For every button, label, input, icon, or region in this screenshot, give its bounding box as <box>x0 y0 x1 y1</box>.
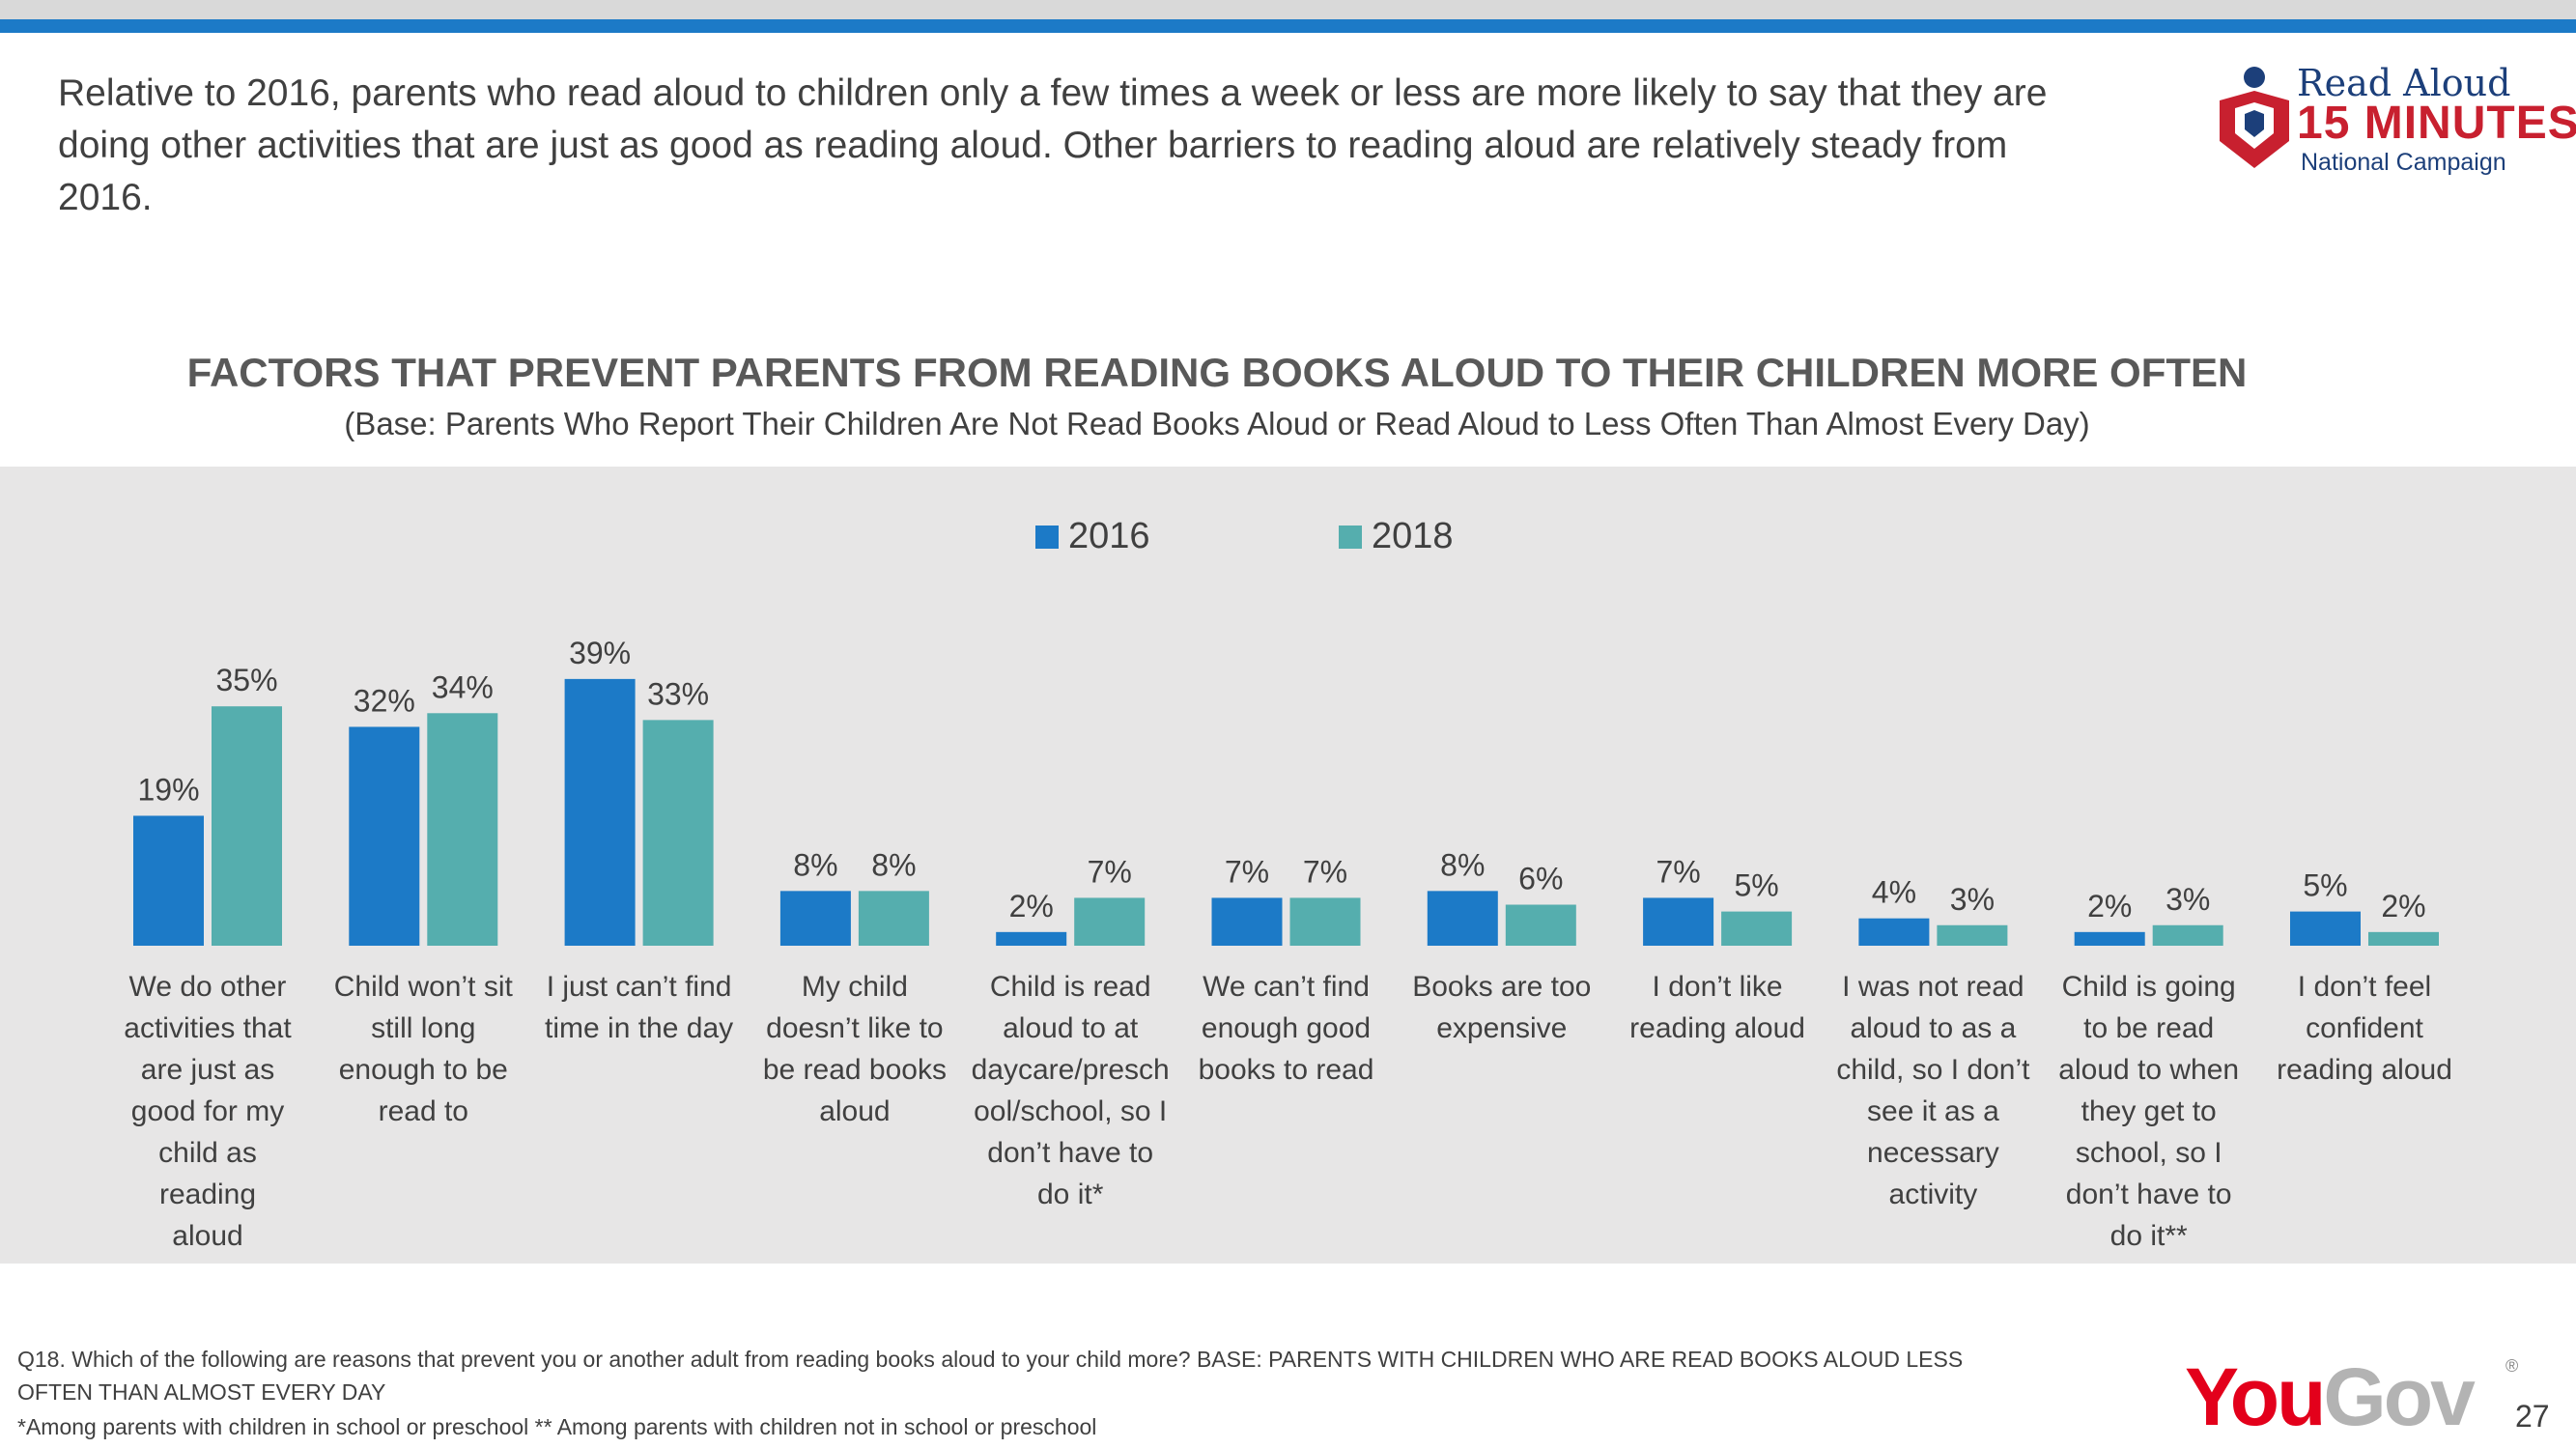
bar-2016-6 <box>1211 897 1283 946</box>
logo-text-read-aloud: Read Aloud <box>2297 62 2511 104</box>
page-number: 27 <box>2515 1399 2550 1434</box>
top-band-blue <box>0 19 2576 33</box>
category-label-9: I was not read aloud to as a child, so I d… <box>1836 971 2030 1210</box>
chart-subtitle: (Base: Parents Who Report Their Children… <box>344 406 2090 441</box>
category-label-8: I don’t like reading aloud <box>1629 971 1805 1044</box>
legend-swatch-2018 <box>1339 526 1362 549</box>
data-label-2018-11: 2% <box>2381 889 2425 923</box>
category-label-4: My child doesn’t like to be read books alou… <box>762 971 947 1127</box>
bar-2016-7 <box>1427 891 1498 946</box>
category-label-5: Child is read aloud to at daycare/presch oo… <box>971 971 1170 1210</box>
data-label-2018-1: 35% <box>215 663 277 697</box>
bar-2018-1 <box>212 706 282 946</box>
category-label-11: I don’t feel confident reading aloud <box>2277 971 2452 1086</box>
bar-2018-7 <box>1505 904 1576 946</box>
data-label-2016-7: 8% <box>1440 847 1485 882</box>
category-label-2: Child won’t sit still long enough to be rea… <box>333 971 513 1127</box>
yougov-logo-you: You <box>2185 1351 2326 1442</box>
top-band-gray <box>0 0 2576 19</box>
yougov-logo-gov: Gov <box>2323 1351 2475 1442</box>
data-label-2016-11: 5% <box>2303 868 2347 903</box>
footnote-base: OFTEN THAN ALMOST EVERY DAY <box>17 1379 386 1405</box>
data-label-2018-7: 6% <box>1518 862 1563 896</box>
read-aloud-emblem-icon <box>2220 67 2289 168</box>
category-label-7: Books are too expensive <box>1412 971 1592 1044</box>
yougov-registered-mark: ® <box>2505 1356 2519 1376</box>
category-label-1: We do other activities that are just as goo… <box>124 971 292 1252</box>
data-label-2016-1: 19% <box>137 772 199 807</box>
footnote-question: Q18. Which of the following are reasons … <box>17 1347 1964 1372</box>
data-label-2018-6: 7% <box>1303 854 1347 889</box>
data-label-2018-3: 33% <box>647 676 709 711</box>
category-label-10: Child is going to be read aloud to when the… <box>2058 971 2240 1252</box>
read-aloud-logo: Read Aloud 15 MINUTES National Campaign <box>2212 60 2576 176</box>
data-label-2018-2: 34% <box>432 669 494 704</box>
logo-text-15-minutes: 15 MINUTES <box>2297 98 2576 149</box>
bar-2018-4 <box>858 891 929 946</box>
bar-2016-1 <box>133 815 204 946</box>
bar-2018-11 <box>2368 931 2439 946</box>
bar-2016-4 <box>779 891 851 946</box>
bar-2018-10 <box>2152 924 2223 946</box>
data-label-2018-9: 3% <box>1950 882 1995 917</box>
bar-2018-6 <box>1289 897 1361 946</box>
bar-2016-9 <box>1858 918 1930 946</box>
legend-label-2016: 2016 <box>1068 516 1150 556</box>
data-label-2016-8: 7% <box>1656 854 1700 889</box>
data-label-2016-6: 7% <box>1225 854 1269 889</box>
bar-2018-8 <box>1721 911 1793 946</box>
bar-2016-3 <box>564 678 636 946</box>
bar-2016-2 <box>349 726 420 946</box>
data-label-2018-4: 8% <box>871 847 916 882</box>
chart-title: FACTORS THAT PREVENT PARENTS FROM READIN… <box>186 350 2248 395</box>
data-label-2018-5: 7% <box>1088 854 1132 889</box>
legend-label-2018: 2018 <box>1372 516 1454 556</box>
data-label-2016-3: 39% <box>569 636 631 670</box>
bar-2016-5 <box>996 931 1067 946</box>
data-label-2016-2: 32% <box>354 683 415 718</box>
data-label-2016-10: 2% <box>2087 889 2132 923</box>
bar-2018-3 <box>642 720 714 946</box>
data-label-2018-8: 5% <box>1734 868 1778 903</box>
bar-2016-8 <box>1643 897 1714 946</box>
slide-headline: Relative to 2016, parents who read aloud… <box>58 72 2048 218</box>
data-label-2016-5: 2% <box>1009 889 1054 923</box>
footnote-asterisks: *Among parents with children in school o… <box>17 1414 1097 1439</box>
legend-swatch-2016 <box>1035 526 1059 549</box>
category-label-3: I just can’t find time in the day <box>545 971 734 1044</box>
bar-2018-5 <box>1074 897 1146 946</box>
bar-2016-11 <box>2290 911 2361 946</box>
category-label-6: We can’t find enough good books to read <box>1198 971 1374 1086</box>
bar-2018-2 <box>427 713 498 946</box>
yougov-logo: YouGov ® <box>2185 1350 2518 1444</box>
data-label-2016-4: 8% <box>793 847 837 882</box>
bar-2018-9 <box>1937 924 2008 946</box>
data-label-2018-10: 3% <box>2166 882 2210 917</box>
data-label-2016-9: 4% <box>1872 875 1916 910</box>
logo-text-national-campaign: National Campaign <box>2301 149 2506 176</box>
bar-2016-10 <box>2074 931 2145 946</box>
